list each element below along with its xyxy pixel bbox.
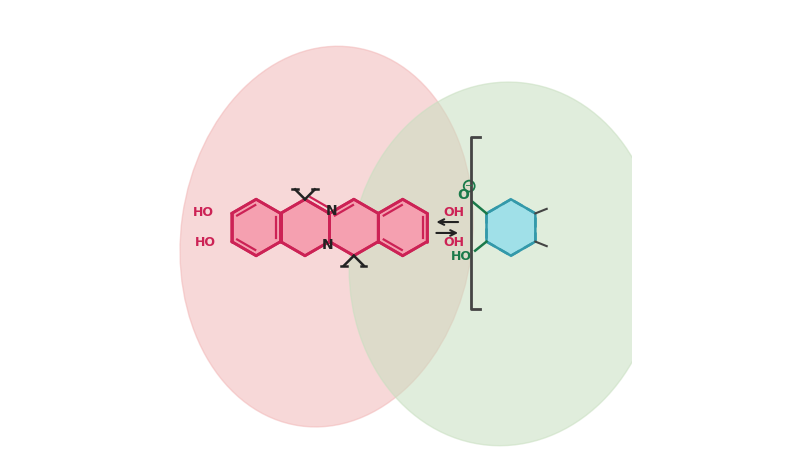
Polygon shape (486, 199, 536, 256)
Ellipse shape (349, 82, 659, 446)
Polygon shape (330, 199, 378, 256)
Text: O: O (457, 188, 469, 202)
Polygon shape (378, 199, 427, 256)
Text: −: − (465, 181, 473, 191)
Text: HO: HO (195, 236, 216, 249)
Polygon shape (232, 199, 280, 256)
Text: HO: HO (451, 250, 472, 263)
Polygon shape (280, 199, 330, 256)
Text: N: N (326, 204, 338, 218)
Text: OH: OH (443, 206, 464, 219)
Ellipse shape (180, 46, 473, 427)
Text: OH: OH (443, 236, 464, 249)
Text: HO: HO (192, 206, 213, 219)
Text: N: N (322, 238, 333, 252)
